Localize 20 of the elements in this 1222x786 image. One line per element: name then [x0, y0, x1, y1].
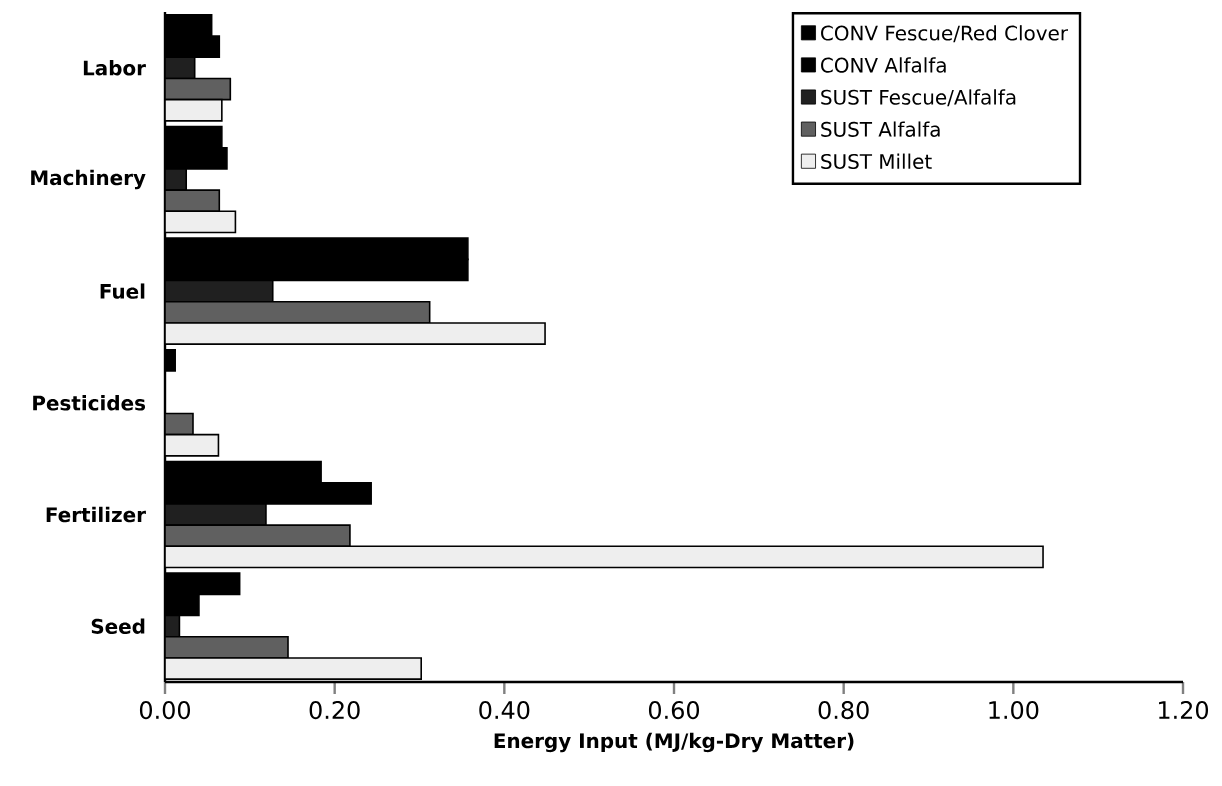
legend-label: CONV Fescue/Red Clover	[821, 25, 1068, 43]
legend-label: CONV Alfalfa	[821, 57, 946, 73]
y-tick-label: Machinery	[31, 169, 146, 190]
y-tick-label: Pesticides	[33, 395, 146, 411]
y-tick-label: Fuel	[100, 283, 145, 299]
x-tick-label: 0.60	[648, 701, 700, 720]
y-tick-label: Seed	[91, 618, 145, 634]
legend-label: SUST Millet	[821, 153, 932, 169]
x-tick-label: 0.40	[479, 701, 530, 720]
y-tick-label: Labor	[83, 60, 146, 76]
x-tick-label: 0.20	[309, 701, 360, 720]
legend-label: SUST Alfalfa	[821, 121, 940, 137]
bar	[165, 77, 232, 101]
legend-label: SUST Fescue/Alfalfa	[821, 89, 1016, 107]
x-tick-label: 0.80	[818, 701, 869, 720]
x-tick-label: 1.20	[1159, 701, 1209, 720]
x-tick-label: 1.00	[989, 701, 1039, 720]
y-tick-label: Fertilizer	[46, 506, 146, 523]
x-axis-title: Energy Input (MJ/kg-Dry Matter)	[494, 732, 854, 753]
x-tick-label: 0.00	[139, 701, 191, 720]
